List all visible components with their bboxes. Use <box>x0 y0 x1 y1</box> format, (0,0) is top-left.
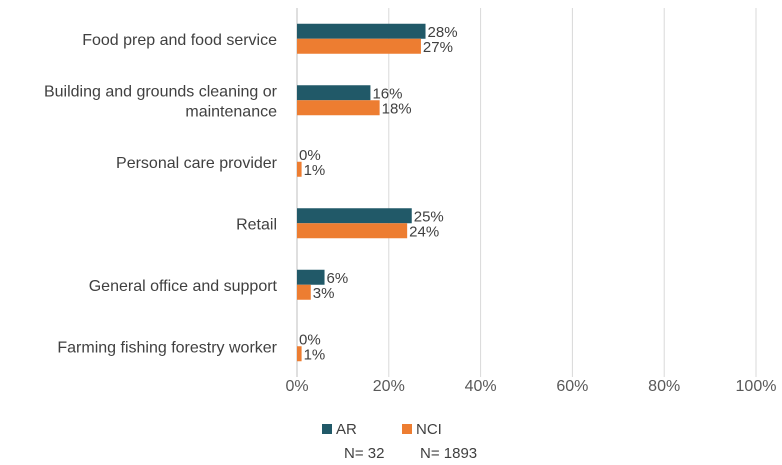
x-tick-label: 100% <box>736 378 777 395</box>
data-label: 16% <box>372 85 402 102</box>
legend-sample-size: N= 32 <box>344 445 384 462</box>
data-label: 1% <box>304 346 326 363</box>
data-label: 28% <box>428 24 458 41</box>
category-label: General office and support <box>89 278 278 295</box>
bar-nci <box>297 223 408 239</box>
x-tick-label: 40% <box>465 378 497 395</box>
legend-swatch-ar <box>322 424 332 434</box>
legend-swatch-nci <box>402 424 412 434</box>
bars <box>297 23 426 362</box>
legend-sample-size: N= 1893 <box>420 445 477 462</box>
legend: AR N= 32 NCI N= 1893 <box>322 421 477 462</box>
bar-nci <box>297 38 421 54</box>
data-label: 0% <box>299 331 321 348</box>
bar-ar <box>297 269 325 285</box>
category-labels: Food prep and food service Building and g… <box>44 32 278 357</box>
data-label: 27% <box>423 39 453 56</box>
category-label: maintenance <box>185 103 277 120</box>
bar-nci <box>297 161 302 177</box>
bar-ar <box>297 85 371 101</box>
bar-ar <box>297 208 412 224</box>
grid-lines <box>296 8 757 377</box>
x-tick-label: 0% <box>285 378 308 395</box>
bar-ar <box>297 23 426 39</box>
bar-nci <box>297 100 380 116</box>
data-labels: 28%27%16%18%0%1%25%24%6%3%0%1% <box>299 24 458 364</box>
data-label: 3% <box>313 285 335 302</box>
data-label: 6% <box>327 270 349 287</box>
legend-label-ar: AR <box>336 421 357 438</box>
data-label: 1% <box>304 162 326 179</box>
category-label: Food prep and food service <box>82 32 277 49</box>
category-label: Personal care provider <box>116 155 278 172</box>
bar-nci <box>297 346 302 362</box>
data-label: 24% <box>409 223 439 240</box>
category-label: Retail <box>236 216 277 233</box>
bar-nci <box>297 284 311 300</box>
category-label: Farming fishing forestry worker <box>57 339 277 356</box>
x-tick-label: 60% <box>556 378 588 395</box>
data-label: 18% <box>382 100 412 117</box>
x-axis-ticks: 0% 20% 40% 60% 80% 100% <box>285 378 776 395</box>
x-tick-label: 20% <box>373 378 405 395</box>
legend-label-nci: NCI <box>416 421 442 438</box>
data-label: 25% <box>414 208 444 225</box>
data-label: 0% <box>299 147 321 164</box>
x-tick-label: 80% <box>648 378 680 395</box>
category-label: Building and grounds cleaning or <box>44 83 278 100</box>
